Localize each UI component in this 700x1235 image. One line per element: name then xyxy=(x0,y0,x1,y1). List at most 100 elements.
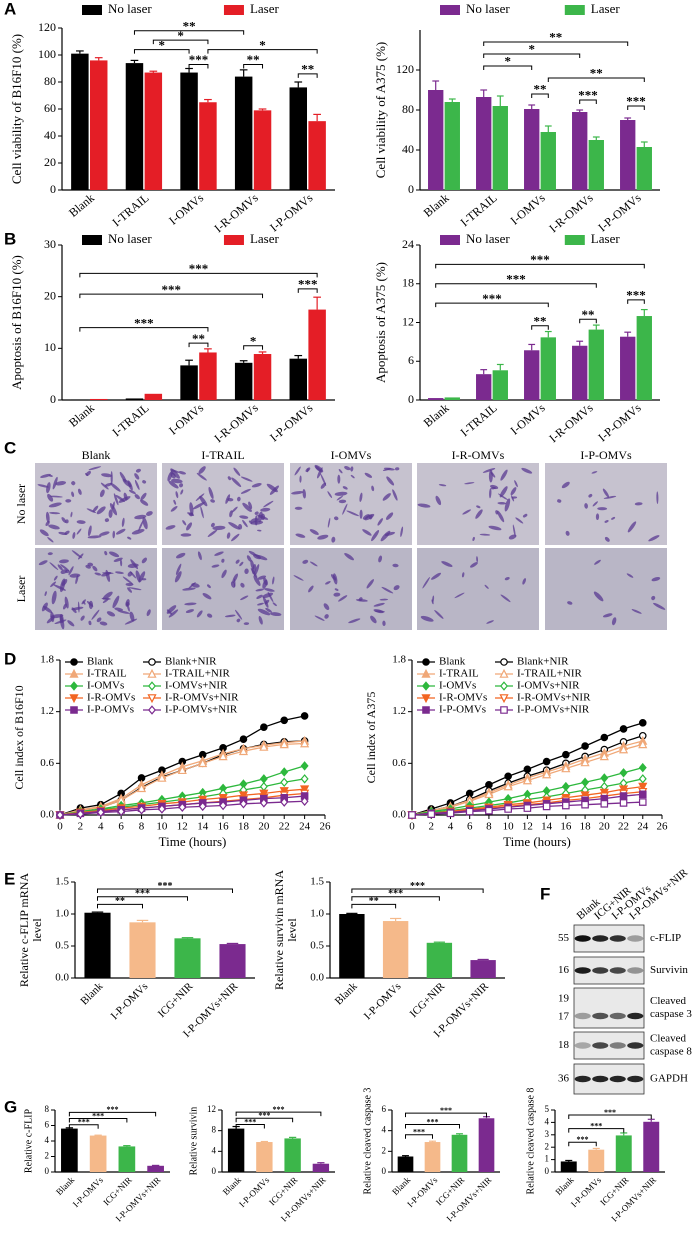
y-axis-title: Cell index of B16F10 xyxy=(12,685,26,789)
y-tick-label: 80 xyxy=(402,102,414,116)
significance-label: *** xyxy=(410,881,425,892)
point xyxy=(601,774,607,782)
error-bar xyxy=(204,100,212,103)
panel-label: E xyxy=(4,869,15,888)
y-tick-label: 120 xyxy=(38,20,56,34)
x-tick-label: I-P-OMVs xyxy=(595,400,644,444)
error-bar xyxy=(641,142,648,147)
y-tick-label: 30 xyxy=(44,237,56,251)
protein-label: caspase 3 xyxy=(650,1008,692,1020)
error-bar xyxy=(289,1137,296,1138)
error-bar xyxy=(576,110,583,112)
error-bar xyxy=(149,71,157,72)
x-tick-label: I-OMVs xyxy=(508,400,548,437)
x-tick-label: ICG+NIR xyxy=(408,980,448,1020)
y-tick-label: 8 xyxy=(45,1104,50,1114)
legend-label: Blank xyxy=(87,656,114,668)
y-tick-label: 2 xyxy=(382,1145,387,1155)
x-tick-label: I-P-OMVs xyxy=(595,190,644,234)
error-bar xyxy=(456,1134,463,1135)
y-tick-label: 0.6 xyxy=(40,757,54,769)
blot-band xyxy=(575,967,591,973)
bar xyxy=(90,399,107,400)
y-tick-label: 0.5 xyxy=(310,940,324,952)
significance-label: *** xyxy=(161,282,181,297)
point xyxy=(261,783,267,791)
y-tick-label: 20 xyxy=(44,288,56,302)
y-tick-label: 1.8 xyxy=(40,654,54,666)
column-label: I-P-OMVs xyxy=(580,448,632,462)
bar xyxy=(84,913,110,978)
bar xyxy=(588,1150,604,1172)
legend-label: I-R-OMVs+NIR xyxy=(165,692,239,704)
bar xyxy=(479,1118,495,1172)
legend-label: I-TRAIL xyxy=(439,668,479,680)
significance-label: ** xyxy=(301,62,314,77)
y-tick-label: 0.0 xyxy=(55,972,69,984)
error-bar xyxy=(137,920,148,922)
legend-label: No laser xyxy=(466,1,510,16)
x-tick-label: Blank xyxy=(421,401,452,430)
column-label: I-OMVs xyxy=(331,448,372,462)
blot-band xyxy=(627,967,643,973)
significance-label: *** xyxy=(413,1128,425,1137)
point xyxy=(640,799,646,805)
point xyxy=(281,768,287,776)
x-tick-label: I-P-OMVs xyxy=(405,1174,440,1209)
x-tick-label: Blank xyxy=(553,1174,576,1197)
error-bar xyxy=(390,918,401,921)
significance-label: ** xyxy=(534,82,547,97)
bar xyxy=(90,60,107,190)
x-tick-label: 6 xyxy=(467,821,473,833)
legend-label: I-P-OMVs+NIR xyxy=(517,704,590,716)
bar xyxy=(561,1161,577,1172)
bar xyxy=(256,1142,272,1172)
bar xyxy=(476,374,491,400)
point xyxy=(423,682,429,690)
y-axis-title: Cell viability of A375 (%) xyxy=(373,42,388,178)
micrograph xyxy=(35,548,157,630)
bar xyxy=(254,110,271,190)
bar xyxy=(61,1129,78,1172)
bar xyxy=(254,354,271,400)
point xyxy=(563,752,569,758)
molecular-weight: 18 xyxy=(558,1039,570,1051)
point xyxy=(501,659,507,665)
error-bar xyxy=(528,105,535,109)
x-tick-label: I-TRAIL xyxy=(458,191,500,230)
panel-label: C xyxy=(4,438,16,457)
bar xyxy=(589,330,604,400)
bar xyxy=(620,337,635,400)
blot-band xyxy=(610,1042,626,1048)
significance-label: * xyxy=(159,37,166,52)
significance-label: *** xyxy=(626,94,646,109)
micrograph-background xyxy=(545,548,667,630)
error-bar xyxy=(565,1160,572,1161)
y-tick-label: 1 xyxy=(545,1154,550,1164)
x-tick-label: 6 xyxy=(118,821,124,833)
y-tick-label: 1.2 xyxy=(40,705,54,717)
x-tick-label: I-P-OMVs xyxy=(267,400,316,444)
y-tick-label: 100 xyxy=(38,47,56,61)
significance-label: ** xyxy=(590,66,603,81)
panel-label: F xyxy=(540,884,550,903)
x-tick-label: 20 xyxy=(258,821,270,833)
bar xyxy=(637,147,652,190)
x-tick-label: I-P-OMVs xyxy=(109,980,151,1022)
point xyxy=(281,778,287,786)
significance-label: *** xyxy=(134,315,154,330)
x-tick-label: 22 xyxy=(618,821,629,833)
legend-label: I-TRAIL xyxy=(87,668,127,680)
protein-label: Cleaved xyxy=(650,995,687,1007)
x-tick-label: I-TRAIL xyxy=(458,401,500,440)
significance-label: *** xyxy=(158,881,173,892)
x-tick-label: 0 xyxy=(409,821,415,833)
x-tick-label: I-P-OMVs xyxy=(569,1174,604,1209)
bar xyxy=(199,102,216,190)
bar xyxy=(339,914,364,978)
y-tick-label: 60 xyxy=(44,101,56,115)
protein-label: caspase 8 xyxy=(650,1046,692,1058)
blot-band xyxy=(627,1042,643,1048)
blot-band xyxy=(575,1076,591,1082)
panel-label: G xyxy=(4,1097,17,1116)
